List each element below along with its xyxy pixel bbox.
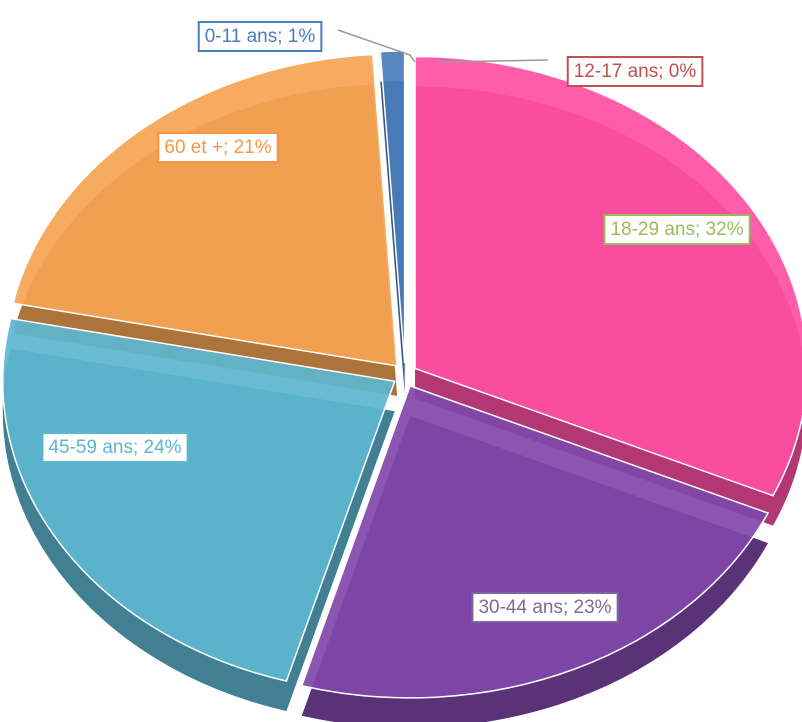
pie	[1, 50, 802, 722]
data-label: 12-17 ans; 0%	[574, 61, 697, 82]
label-box	[471, 592, 619, 624]
slice	[1, 317, 396, 682]
slice	[414, 55, 802, 497]
labels: 0-11 ans; 1% 12-17 ans; 0% 18-29 ans; 32% 3…	[41, 21, 751, 624]
leader-line	[439, 59, 549, 63]
data-label: 60 et +; 21%	[164, 137, 271, 158]
data-label: 45-59 ans; 24%	[48, 437, 181, 458]
data-label: 30-44 ans; 23%	[478, 597, 611, 618]
slice	[300, 384, 770, 699]
label-box	[566, 56, 704, 88]
slice	[12, 53, 398, 367]
label-box	[197, 21, 323, 53]
label-box	[41, 432, 189, 464]
leader-line	[337, 29, 416, 63]
label-box	[157, 132, 279, 164]
data-label: 18-29 ans; 32%	[610, 219, 743, 240]
label-box	[603, 214, 751, 246]
data-label: 0-11 ans; 1%	[205, 26, 316, 47]
slice	[404, 50, 408, 364]
